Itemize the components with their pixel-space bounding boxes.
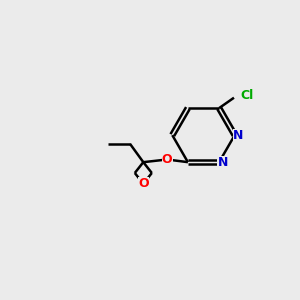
Text: O: O <box>138 177 148 190</box>
Text: N: N <box>218 156 228 169</box>
Text: O: O <box>162 153 172 166</box>
Text: N: N <box>233 129 244 142</box>
Text: Cl: Cl <box>241 89 254 102</box>
